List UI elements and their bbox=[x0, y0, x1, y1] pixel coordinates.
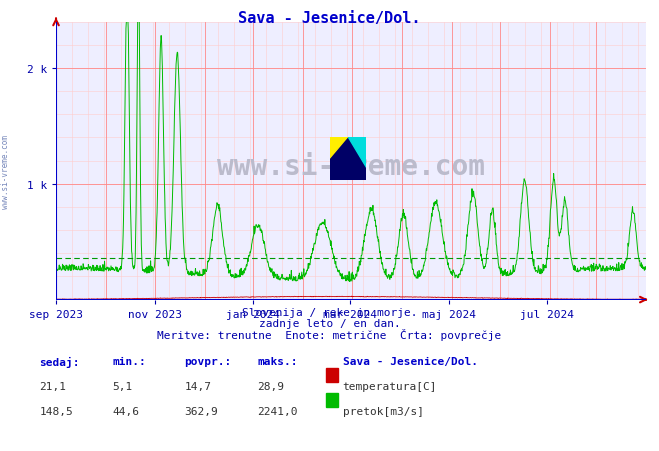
Text: zadnje leto / en dan.: zadnje leto / en dan. bbox=[258, 318, 401, 328]
Text: sedaj:: sedaj: bbox=[40, 356, 80, 367]
Polygon shape bbox=[330, 138, 366, 180]
Text: 5,1: 5,1 bbox=[112, 381, 132, 391]
Text: maks.:: maks.: bbox=[257, 356, 297, 366]
Text: Sava - Jesenice/Dol.: Sava - Jesenice/Dol. bbox=[343, 356, 478, 366]
Polygon shape bbox=[348, 138, 366, 168]
Text: min.:: min.: bbox=[112, 356, 146, 366]
Text: povpr.:: povpr.: bbox=[185, 356, 232, 366]
Text: 28,9: 28,9 bbox=[257, 381, 284, 391]
Text: 44,6: 44,6 bbox=[112, 406, 139, 416]
Text: 14,7: 14,7 bbox=[185, 381, 212, 391]
Text: 362,9: 362,9 bbox=[185, 406, 218, 416]
Text: 148,5: 148,5 bbox=[40, 406, 73, 416]
Text: temperatura[C]: temperatura[C] bbox=[343, 381, 437, 391]
Text: www.si-vreme.com: www.si-vreme.com bbox=[217, 153, 485, 181]
Text: www.si-vreme.com: www.si-vreme.com bbox=[1, 134, 10, 208]
Text: pretok[m3/s]: pretok[m3/s] bbox=[343, 406, 424, 416]
Text: 21,1: 21,1 bbox=[40, 381, 67, 391]
Text: Meritve: trenutne  Enote: metrične  Črta: povprečje: Meritve: trenutne Enote: metrične Črta: … bbox=[158, 328, 501, 341]
Text: Sava - Jesenice/Dol.: Sava - Jesenice/Dol. bbox=[239, 11, 420, 26]
Text: 2241,0: 2241,0 bbox=[257, 406, 297, 416]
Polygon shape bbox=[330, 138, 348, 159]
Text: Slovenija / reke in morje.: Slovenija / reke in morje. bbox=[242, 308, 417, 318]
